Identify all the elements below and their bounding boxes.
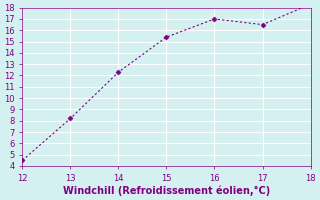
X-axis label: Windchill (Refroidissement éolien,°C): Windchill (Refroidissement éolien,°C) bbox=[63, 185, 270, 196]
